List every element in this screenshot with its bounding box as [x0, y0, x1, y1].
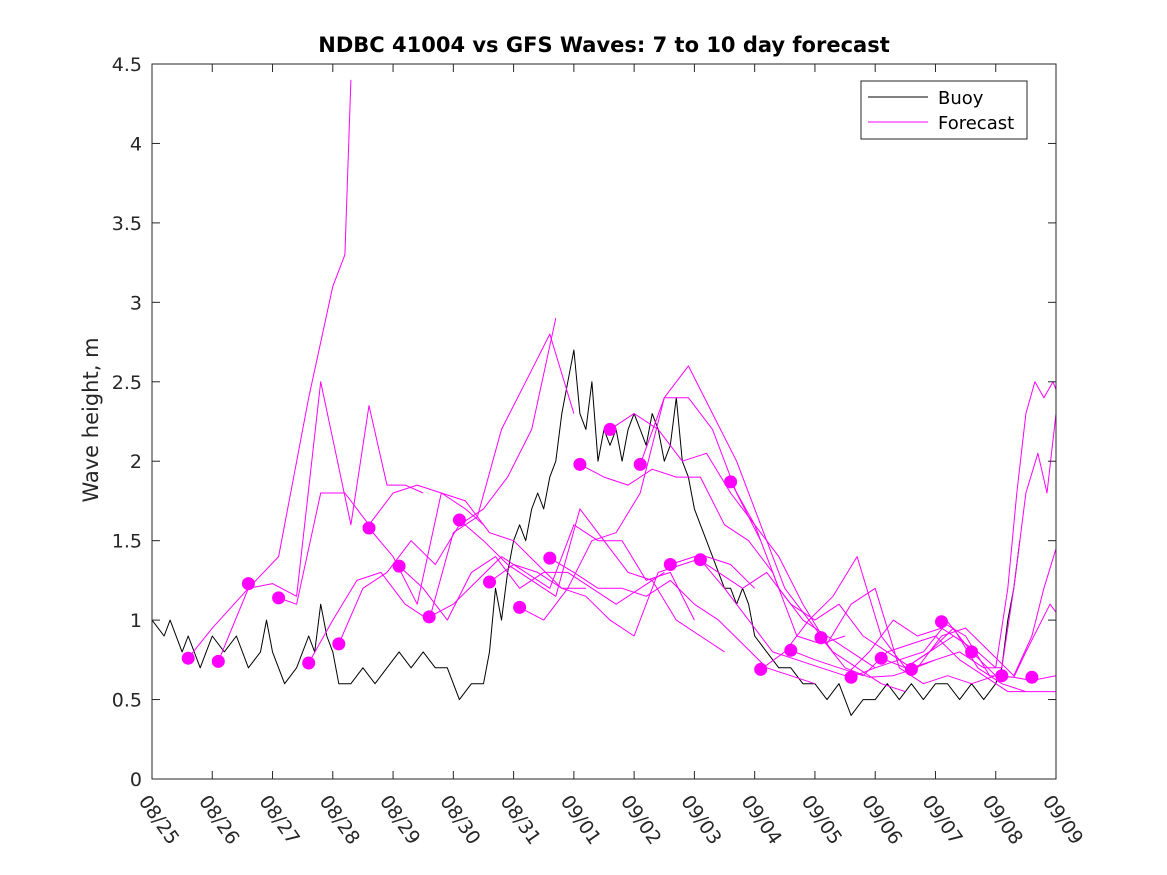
x-tick-label: 09/05 [797, 791, 846, 848]
x-tick-label: 09/07 [917, 791, 966, 848]
y-tick-label: 1.5 [112, 531, 142, 553]
x-tick-label: 09/03 [676, 791, 725, 848]
forecast-series-line-16 [670, 556, 936, 669]
forecast-start-marker [513, 600, 527, 614]
legend-forecast-label: Forecast [938, 113, 1014, 134]
forecast-start-marker [392, 559, 406, 573]
forecast-start-marker [844, 670, 858, 684]
y-axis-label: Wave height, m [79, 337, 103, 502]
plot-frame [151, 63, 1057, 780]
forecast-series-line-8 [428, 524, 695, 621]
forecast-start-marker [784, 643, 798, 657]
forecast-series-line-3 [278, 484, 484, 605]
forecast-start-marker [272, 591, 286, 605]
forecast-start-marker [332, 637, 346, 651]
forecast-series-line-9 [459, 508, 725, 653]
x-tick-label: 08/30 [435, 791, 484, 848]
legend-buoy-label: Buoy [938, 88, 984, 109]
forecast-start-marker [935, 615, 948, 629]
forecast-start-marker [995, 669, 1009, 683]
forecast-series-line-21 [820, 548, 1056, 678]
forecast-start-marker [904, 662, 918, 676]
forecast-start-marker [181, 651, 195, 665]
forecast-series-line-4 [308, 333, 575, 664]
forecast-series-line-13 [579, 463, 846, 645]
y-tick-label: 2.5 [112, 372, 142, 394]
forecast-start-marker [211, 654, 225, 668]
forecast-start-marker [302, 656, 316, 670]
y-tick-label: 4.5 [112, 54, 142, 76]
forecast-series-line-7 [398, 556, 665, 621]
forecast-start-marker [633, 457, 647, 471]
y-tick-label: 3 [130, 292, 142, 314]
forecast-series-line-15 [639, 365, 906, 693]
x-tick-label: 09/01 [556, 791, 605, 848]
y-axis-ticks: 0 0.5 1 1.5 2 2.5 3 3.5 4 4.5 [112, 54, 1056, 791]
y-tick-label: 3.5 [112, 213, 142, 235]
y-tick-label: 2 [130, 451, 142, 473]
x-tick-label: 08/29 [375, 791, 424, 848]
forecast-start-marker [754, 662, 768, 676]
forecast-series-line-2 [217, 381, 424, 662]
forecast-start-marker [814, 631, 828, 645]
forecast-start-marker [452, 513, 466, 527]
forecast-series-line-1 [187, 79, 352, 659]
legend-box [860, 80, 1028, 140]
forecast-start-marker [241, 577, 255, 591]
x-tick-label: 09/02 [616, 791, 665, 848]
forecast-series-line-17 [700, 559, 966, 677]
forecast-start-marker [483, 575, 496, 589]
forecast-start-marker [543, 551, 557, 565]
x-axis-ticks: 08/25 08/26 08/27 08/28 08/29 08/30 08/31 09/01… [134, 64, 1087, 849]
x-tick-label: 09/08 [978, 791, 1027, 848]
x-tick-label: 09/04 [737, 791, 786, 848]
forecast-start-marker [724, 475, 738, 489]
forecast-series-line-5 [338, 318, 557, 645]
x-tick-label: 09/09 [1038, 791, 1087, 848]
forecast-start-marker [422, 610, 436, 624]
forecast-start-marker [693, 553, 707, 567]
forecast-series-line-10 [489, 556, 756, 637]
y-tick-label: 4 [130, 133, 142, 155]
forecast-start-marker [663, 558, 677, 571]
forecast-series-line-11 [519, 397, 762, 621]
y-tick-label: 0.5 [112, 690, 142, 712]
forecast-series-line-22 [850, 603, 1056, 678]
x-tick-label: 08/28 [315, 791, 364, 848]
series-layer [152, 79, 1056, 716]
y-tick-label: 1 [130, 610, 142, 632]
x-tick-label: 08/25 [134, 791, 183, 848]
forecast-series-line-24 [911, 413, 1056, 670]
forecast-start-marker [573, 457, 587, 471]
forecast-start-marker [874, 651, 888, 665]
x-tick-label: 08/26 [194, 791, 243, 848]
x-tick-label: 09/06 [857, 791, 906, 848]
forecast-series-line-23 [881, 381, 1056, 669]
forecast-start-marker [603, 422, 617, 436]
forecast-series-line-19 [760, 556, 1027, 693]
forecast-start-marker [965, 645, 979, 659]
legend: Buoy Forecast [860, 80, 1028, 140]
forecast-series-line-6 [368, 492, 586, 605]
forecast-series-line-18 [730, 481, 996, 685]
forecast-start-marker [362, 521, 376, 535]
x-tick-label: 08/31 [496, 791, 545, 848]
y-tick-label: 0 [130, 769, 142, 791]
marker-layer [181, 422, 1039, 684]
forecast-series-line-20 [790, 635, 1056, 693]
forecast-start-marker [1025, 670, 1039, 684]
x-tick-label: 08/27 [254, 791, 303, 848]
buoy-series-line [152, 349, 1021, 716]
forecast-series-line-12 [549, 557, 816, 685]
chart-title: NDBC 41004 vs GFS Waves: 7 to 10 day for… [318, 33, 889, 57]
